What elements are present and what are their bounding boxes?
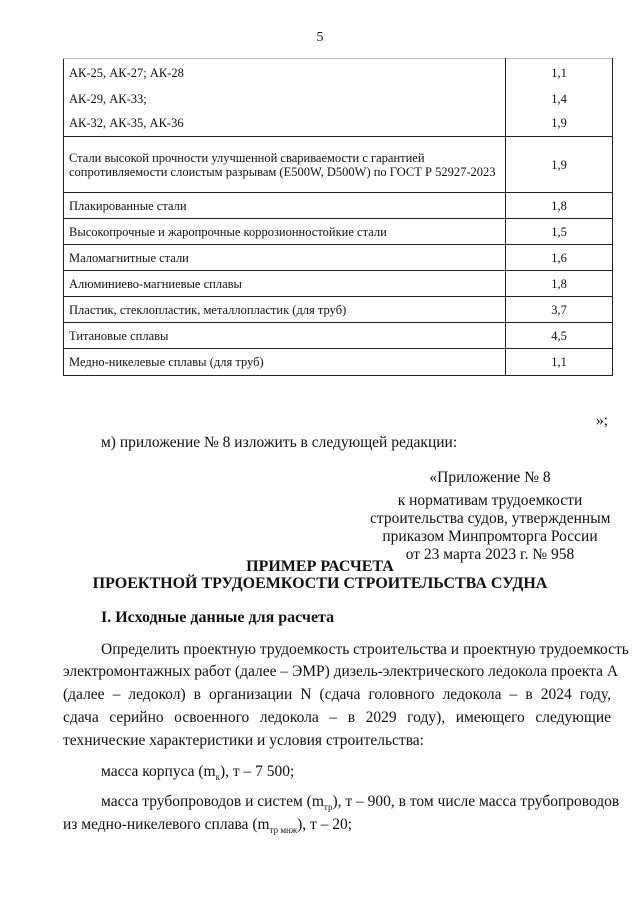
coefficient-cell: 1,9: [505, 136, 613, 193]
table-row: Высокопрочные и жаропрочные коррозионнос…: [63, 218, 613, 245]
table-row: АК-32, АК-35, АК-36 1,9: [63, 110, 613, 137]
coefficient-cell: 1,8: [505, 192, 613, 219]
coefficient-cell: 1,8: [505, 270, 613, 297]
coefficient-cell: 1,1: [505, 348, 613, 376]
appendix-line-2: к нормативам трудоемкости: [397, 492, 583, 509]
table-row: АК-29, АК-33; 1,4: [63, 86, 613, 111]
material-cell: АК-29, АК-33;: [63, 86, 506, 111]
para-line-4: сдача серийно освоенного ледокола – в 20…: [63, 709, 611, 726]
material-cell: Пластик, стеклопластик, металлопластик (…: [63, 296, 506, 323]
coefficient-cell: 1,5: [505, 218, 613, 245]
table-row: Стали высокой прочности улучшенной свари…: [63, 136, 613, 193]
mass-pipes: масса трубопроводов и систем (mтр), т – …: [101, 793, 620, 813]
table-row: АК-25, АК-27; АК-28 1,1: [63, 58, 613, 87]
table-row: Маломагнитные стали 1,6: [63, 244, 613, 271]
para-line-5: технические характеристики и условия стр…: [63, 732, 424, 749]
material-cell: АК-32, АК-35, АК-36: [63, 110, 506, 137]
para-line-2: электромонтажных работ (далее – ЭМР) диз…: [63, 663, 619, 680]
table-row: Титановые сплавы 4,5: [63, 322, 613, 349]
material-cell: Алюминиево-магниевые сплавы: [63, 270, 506, 297]
table-row: Пластик, стеклопластик, металлопластик (…: [63, 296, 613, 323]
title-line-1: ПРИМЕР РАСЧЕТА: [246, 558, 394, 575]
material-cell: Стали высокой прочности улучшенной свари…: [63, 136, 506, 193]
material-cell: АК-25, АК-27; АК-28: [63, 58, 506, 87]
material-cell: Маломагнитные стали: [63, 244, 506, 271]
coefficient-cell: 1,1: [505, 58, 613, 87]
material-cell: Высокопрочные и жаропрочные коррозионнос…: [63, 218, 506, 245]
coefficient-cell: 3,7: [505, 296, 613, 323]
material-cell: Плакированные стали: [63, 192, 506, 219]
table-row: Плакированные стали 1,8: [63, 192, 613, 219]
coefficient-cell: 1,6: [505, 244, 613, 271]
para-line-3: (далее – ледокол) в организации N (сдача…: [63, 686, 611, 703]
appendix-line-4: приказом Минпромторга России: [382, 528, 598, 545]
appendix-line-1: «Приложение № 8: [429, 469, 551, 486]
coefficients-table: АК-25, АК-27; АК-28 1,1 АК-29, АК-33; 1,4 АК…: [63, 58, 613, 376]
section-heading: I. Исходные данные для расчета: [101, 609, 335, 626]
item-m: м) приложение № 8 изложить в следующей р…: [101, 434, 458, 451]
table-row: Медно-никелевые сплавы (для труб) 1,1: [63, 348, 613, 376]
mass-cuni-pipes: из медно-никелевого сплава (mтр мнж), т …: [63, 816, 353, 836]
appendix-line-5: от 23 марта 2023 г. № 958: [405, 546, 575, 563]
para-line-1: Определить проектную трудоемкость строит…: [101, 641, 629, 658]
coefficient-cell: 1,4: [505, 86, 613, 111]
table-row: Алюминиево-магниевые сплавы 1,8: [63, 270, 613, 297]
appendix-line-3: строительства судов, утвержденным: [370, 510, 611, 527]
title-line-2: ПРОЕКТНОЙ ТРУДОЕМКОСТИ СТРОИТЕЛЬСТВА СУД…: [92, 575, 548, 592]
coefficient-cell: 1,9: [505, 110, 613, 137]
material-cell: Титановые сплавы: [63, 322, 506, 349]
material-cell: Медно-никелевые сплавы (для труб): [63, 348, 506, 376]
mass-hull: масса корпуса (mк), т – 7 500;: [101, 763, 295, 783]
page-number: 5: [316, 30, 324, 45]
table-closing-quote: »;: [596, 412, 609, 429]
coefficient-cell: 4,5: [505, 322, 613, 349]
